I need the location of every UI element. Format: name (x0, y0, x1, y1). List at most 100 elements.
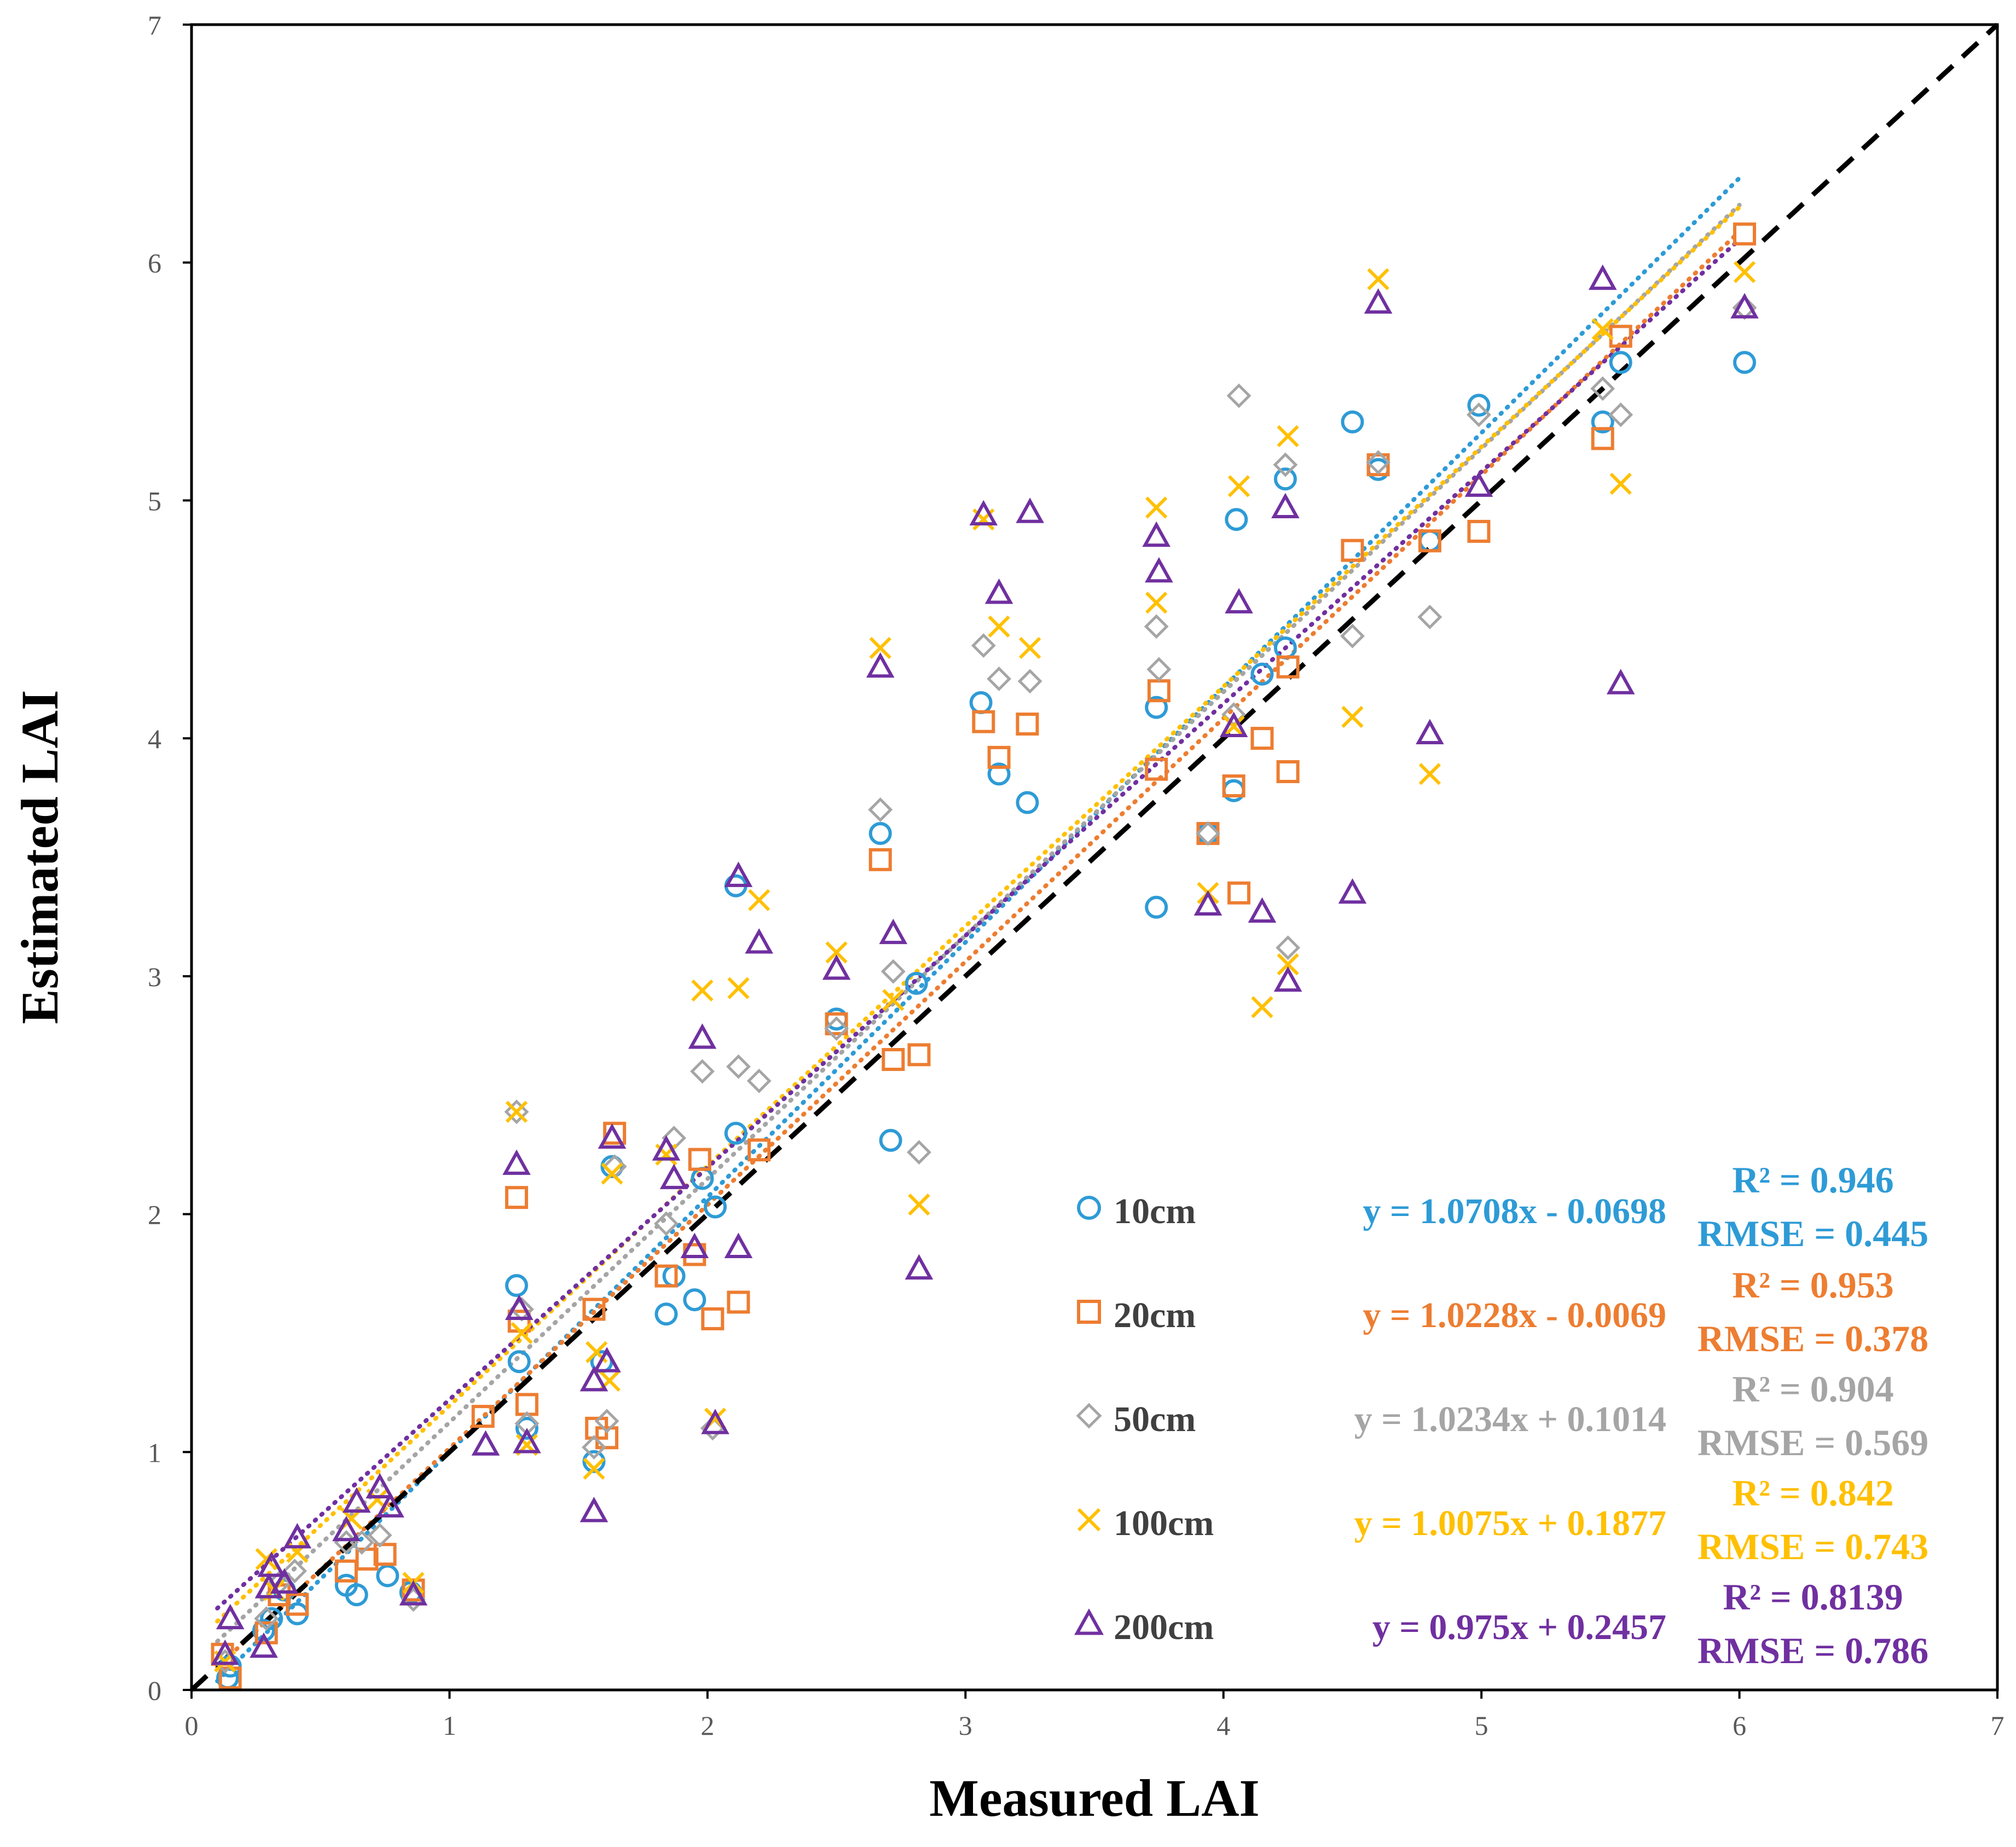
point-10cm (654, 1302, 678, 1326)
point-200cm (580, 1497, 609, 1522)
point-20cm (1733, 222, 1756, 246)
point-10cm (1225, 508, 1248, 531)
point-20cm (1227, 881, 1250, 905)
rmse-10cm: RMSE = 0.445 (1698, 1213, 1928, 1254)
point-50cm (1276, 935, 1301, 960)
point-50cm (254, 1606, 279, 1631)
point-200cm (342, 1487, 371, 1513)
point-10cm (600, 1155, 624, 1178)
point-20cm (1418, 529, 1441, 553)
point-200cm (969, 500, 998, 526)
point-200cm (513, 1428, 541, 1454)
point-20cm (1591, 427, 1614, 450)
point-50cm (1226, 383, 1252, 408)
point-10cm (1467, 393, 1491, 417)
point-200cm (366, 1473, 394, 1499)
r2-100cm: R² = 0.842 (1732, 1472, 1893, 1514)
legend-label-10cm: 10cm (1114, 1191, 1196, 1231)
point-20cm (286, 1593, 309, 1616)
equation-100cm: y = 1.0075x + 0.1877 (1354, 1503, 1666, 1543)
data-points (211, 222, 1759, 1690)
point-200cm (250, 1632, 278, 1658)
point-10cm (879, 1128, 902, 1152)
point-200cm (1219, 711, 1248, 737)
point-20cm (825, 1012, 848, 1035)
point-50cm (1195, 821, 1220, 846)
point-50cm (1017, 669, 1042, 694)
point-10cm (515, 1416, 538, 1440)
point-200cm (724, 1232, 753, 1258)
trendline-200cm (215, 238, 1742, 1611)
point-10cm (724, 1121, 748, 1145)
point-200cm (505, 1294, 534, 1321)
legend-marker-100cm (1077, 1508, 1101, 1532)
point-200cm (1016, 497, 1044, 523)
x-tick-label: 2 (700, 1710, 714, 1741)
point-50cm (987, 667, 1012, 691)
y-tick-label: 3 (148, 962, 161, 992)
x-axis-title: Measured LAI (929, 1769, 1260, 1827)
point-20cm (868, 848, 892, 871)
point-200cm (580, 1365, 609, 1392)
point-200cm (822, 954, 851, 980)
point-20cm (654, 1264, 678, 1288)
point-100cm (1277, 425, 1299, 448)
legend-label-50cm: 50cm (1114, 1399, 1196, 1439)
point-20cm (972, 710, 995, 733)
r2-20cm: R² = 0.953 (1732, 1264, 1893, 1306)
point-10cm (987, 762, 1011, 786)
point-10cm (260, 1607, 283, 1630)
point-100cm (1609, 472, 1632, 495)
point-200cm (701, 1409, 729, 1434)
point-100cm (1418, 763, 1441, 785)
point-50cm (880, 959, 906, 984)
point-100cm (988, 615, 1010, 638)
point-20cm (688, 1148, 711, 1171)
point-200cm (652, 1135, 681, 1161)
trendlines (215, 176, 1742, 1683)
point-20cm (1276, 655, 1300, 679)
point-200cm (866, 652, 895, 678)
x-tick-label: 1 (443, 1710, 456, 1741)
point-200cm (211, 1639, 240, 1665)
point-10cm (505, 1273, 528, 1297)
point-10cm (868, 822, 892, 846)
legend-label-200cm: 200cm (1114, 1607, 1214, 1647)
point-10cm (683, 1288, 706, 1312)
point-10cm (1609, 351, 1632, 374)
point-50cm (581, 1435, 606, 1460)
point-50cm (504, 1099, 529, 1125)
point-200cm (659, 1163, 688, 1189)
point-50cm (1466, 402, 1491, 427)
point-50cm (690, 1059, 715, 1084)
point-200cm (1273, 966, 1302, 992)
point-100cm (1223, 715, 1245, 738)
point-50cm (726, 1054, 751, 1079)
point-100cm (869, 636, 891, 659)
point-200cm (593, 1347, 621, 1373)
point-100cm (1251, 996, 1273, 1018)
point-200cm (724, 861, 753, 887)
point-200cm (471, 1430, 500, 1456)
legend-marker-200cm (1074, 1608, 1104, 1635)
point-100cm (882, 989, 905, 1011)
point-100cm (1591, 318, 1614, 340)
point-10cm (704, 1195, 727, 1219)
point-10cm (905, 971, 928, 995)
trendline-50cm (215, 202, 1742, 1644)
point-200cm (1271, 493, 1300, 519)
point-100cm (727, 977, 750, 999)
point-50cm (594, 1409, 619, 1434)
point-200cm (1364, 288, 1393, 314)
point-200cm (984, 578, 1013, 604)
point-20cm (505, 1186, 528, 1209)
r2-10cm: R² = 0.946 (1732, 1159, 1893, 1201)
rmse-20cm: RMSE = 0.378 (1698, 1318, 1928, 1359)
point-100cm (691, 979, 714, 1002)
point-200cm (688, 1023, 717, 1049)
point-20cm (748, 1138, 771, 1162)
point-20cm (1145, 757, 1168, 781)
point-200cm (283, 1522, 312, 1549)
point-200cm (1338, 878, 1367, 904)
point-100cm (1341, 705, 1364, 728)
